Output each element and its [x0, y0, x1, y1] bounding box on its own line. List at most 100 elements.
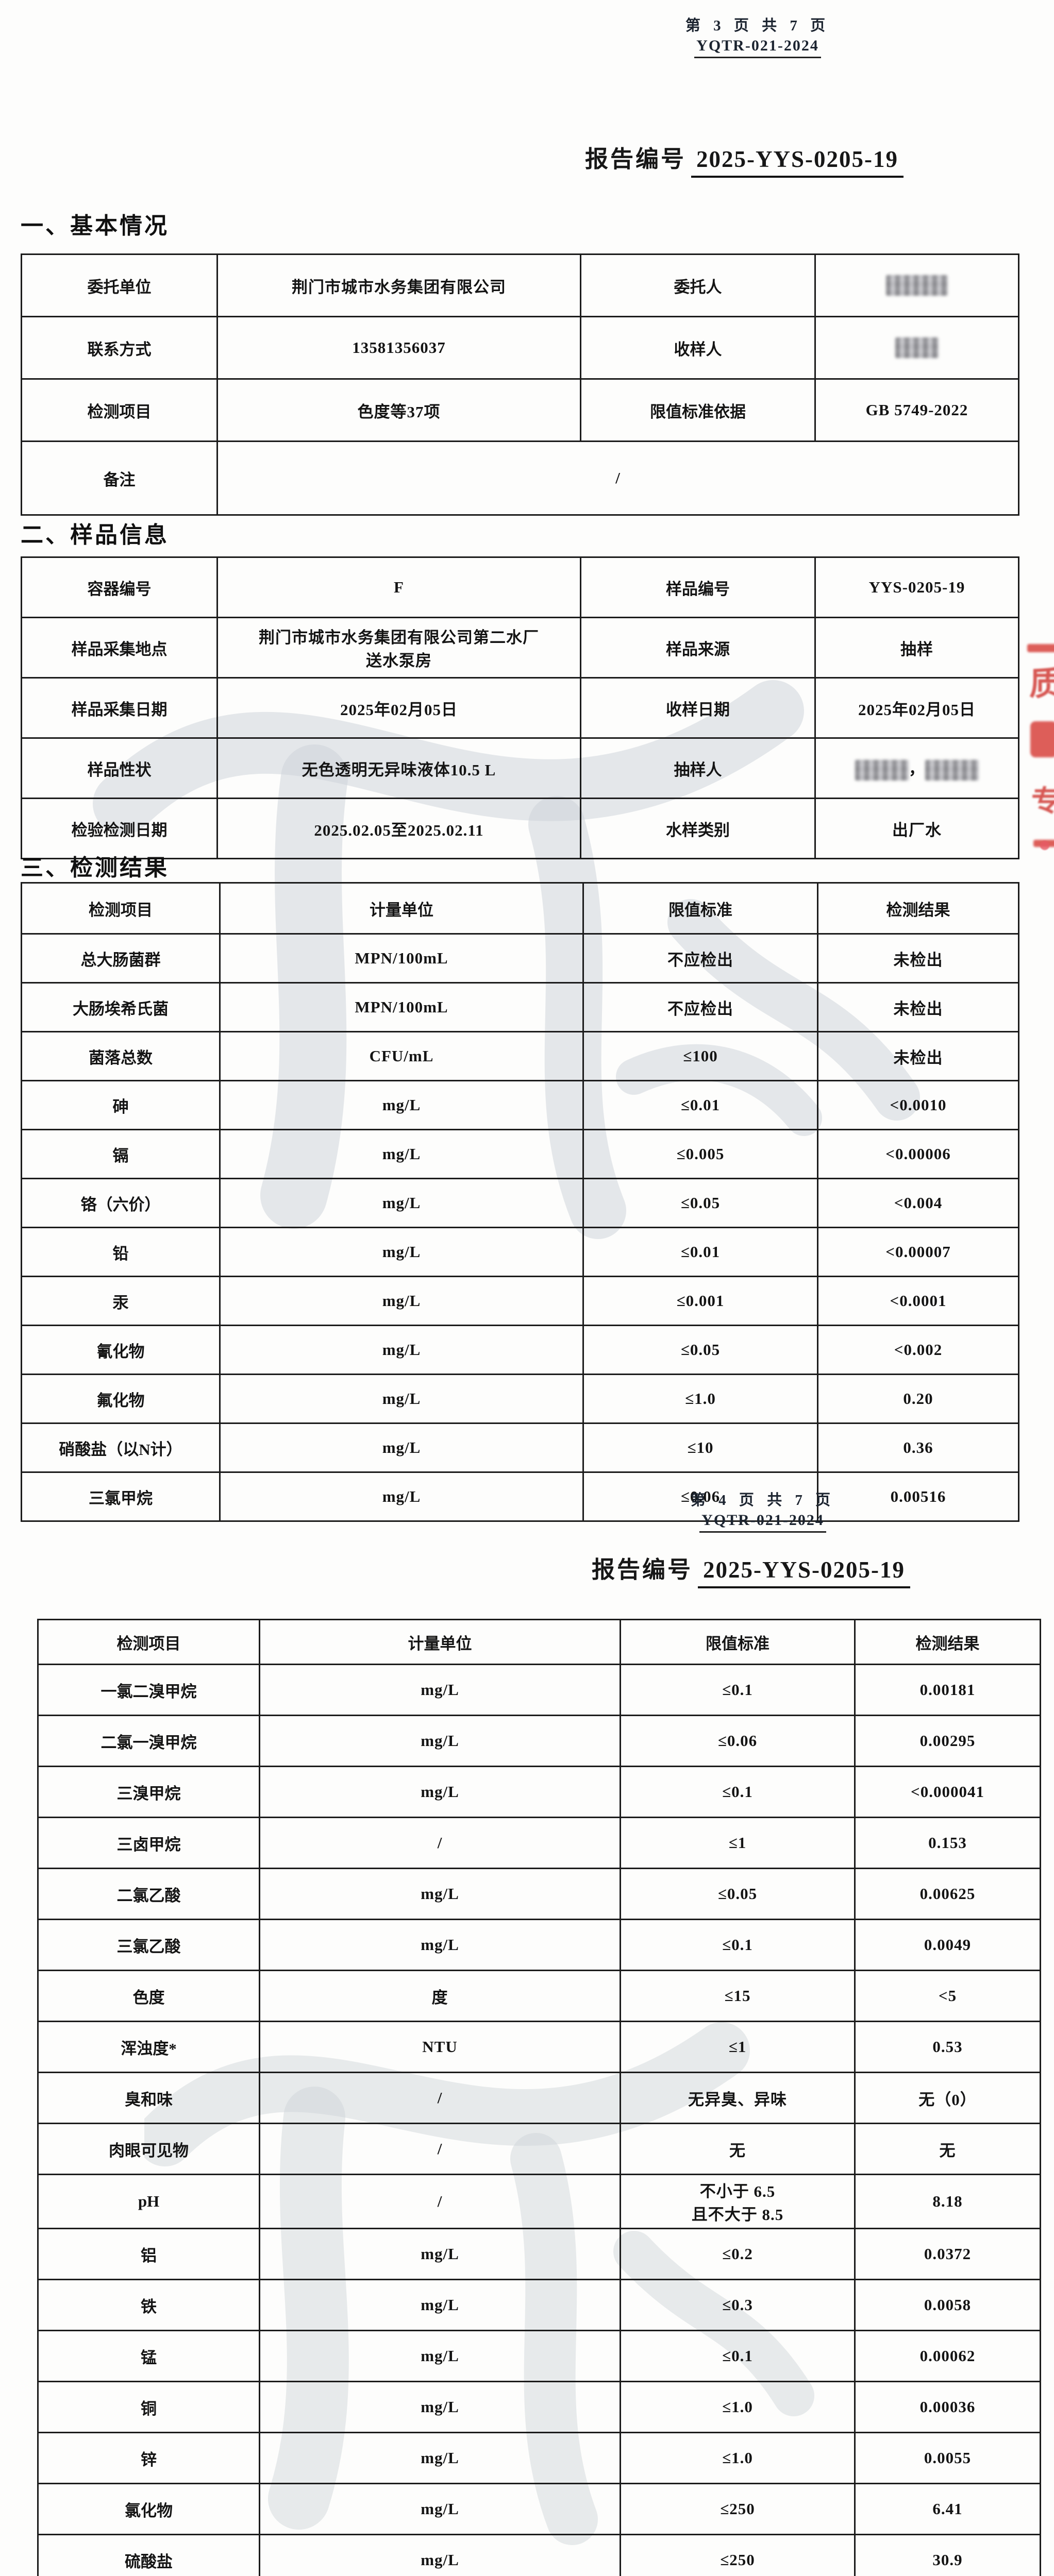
result-value: 0.00181 [854, 1664, 1041, 1716]
result-unit: mg/L [219, 1276, 584, 1326]
result-unit: mg/L [219, 1422, 584, 1473]
result-item-name: 浑浊度* [37, 2021, 260, 2073]
results-header-row: 检测项目 计量单位 限值标准 检测结果 [21, 882, 1019, 935]
result-unit: mg/L [259, 2381, 621, 2433]
result-limit: 不小于 6.5 且不大于 8.5 [620, 2174, 856, 2229]
section-title-results: 三、检测结果 [21, 855, 169, 880]
result-value: <5 [854, 1970, 1041, 2022]
result-value: <0.0001 [817, 1276, 1019, 1326]
result-limit: ≤0.1 [620, 1766, 856, 1818]
section-title-basic-info: 一、基本情况 [21, 213, 169, 239]
result-limit: ≤250 [620, 2534, 856, 2576]
result-item-name: 三卤甲烷 [37, 1817, 260, 1869]
result-value: 0.0058 [854, 2279, 1041, 2331]
result-limit: ≤0.05 [620, 1868, 856, 1920]
result-unit: mg/L [259, 1664, 621, 1716]
result-item-name: 一氯二溴甲烷 [37, 1664, 260, 1716]
result-unit: mg/L [259, 1868, 621, 1920]
result-limit: ≤10 [582, 1422, 818, 1473]
result-unit: mg/L [259, 1919, 621, 1971]
table-row: 备注 / [21, 440, 1019, 516]
result-item-name: 肉眼可见物 [37, 2123, 260, 2175]
kv-value: / [216, 440, 1019, 516]
result-row: 三氯甲烷 mg/L ≤0.06 0.00516 [21, 1471, 1019, 1522]
result-value: <0.000041 [854, 1766, 1041, 1818]
result-unit: CFU/mL [219, 1031, 584, 1081]
kv-value: F [216, 556, 581, 618]
result-limit: ≤0.3 [620, 2279, 856, 2331]
result-unit: mg/L [219, 1471, 584, 1522]
result-item-name: 二氯一溴甲烷 [37, 1715, 260, 1767]
col-header-item: 检测项目 [37, 1619, 260, 1665]
result-value: 0.36 [817, 1422, 1019, 1473]
result-row: 二氯一溴甲烷 mg/L ≤0.06 0.00295 [37, 1715, 1041, 1767]
result-unit: mg/L [259, 1766, 621, 1818]
result-item-name: 硫酸盐 [37, 2534, 260, 2576]
result-value: 6.41 [854, 2483, 1041, 2535]
result-limit: ≤0.001 [582, 1276, 818, 1326]
result-unit: / [259, 2072, 621, 2124]
result-item-name: 氟化物 [21, 1374, 221, 1424]
page3-header: 第 3 页 共 7 页 YQTR-021-2024 [665, 13, 850, 58]
result-value: 0.00516 [817, 1471, 1019, 1522]
kv-label: 检测项目 [21, 378, 218, 442]
result-item-name: 色度 [37, 1970, 260, 2022]
redaction-blur [855, 760, 909, 781]
result-item-name: 砷 [21, 1080, 221, 1130]
result-row: 浑浊度* NTU ≤1 0.53 [37, 2021, 1041, 2073]
result-item-name: 三氯乙酸 [37, 1919, 260, 1971]
kv-label: 限值标准依据 [580, 378, 816, 442]
result-unit: MPN/100mL [219, 982, 584, 1032]
result-row: 一氯二溴甲烷 mg/L ≤0.1 0.00181 [37, 1664, 1041, 1716]
result-row: 肉眼可见物 / 无 无 [37, 2123, 1041, 2175]
table-row: 样品采集地点 荆门市城市水务集团有限公司第二水厂 送水泵房 样品来源 抽样 [21, 617, 1019, 679]
result-value: 0.153 [854, 1817, 1041, 1869]
kv-value: 出厂水 [814, 798, 1019, 859]
col-header-unit: 计量单位 [219, 882, 584, 935]
result-item-name: 铬（六价） [21, 1178, 221, 1228]
kv-label: 委托单位 [21, 253, 218, 317]
result-limit: 无 [620, 2123, 856, 2175]
page3-report-no-line: 报告编号 2025-YYS-0205-19 [585, 140, 904, 178]
result-unit: mg/L [259, 2534, 621, 2576]
result-limit: ≤250 [620, 2483, 856, 2535]
result-row: 色度 度 ≤15 <5 [37, 1970, 1041, 2022]
result-row: 大肠埃希氏菌 MPN/100mL 不应检出 未检出 [21, 982, 1019, 1032]
results-table-page3: 检测项目 计量单位 限值标准 检测结果 总大肠菌群 MPN/100mL 不应检出… [21, 882, 1019, 1522]
result-limit: ≤1.0 [620, 2381, 856, 2433]
result-value: <0.0010 [817, 1080, 1019, 1130]
result-row: 氰化物 mg/L ≤0.05 <0.002 [21, 1325, 1019, 1375]
result-limit: ≤0.1 [620, 1919, 856, 1971]
result-unit: mg/L [259, 2432, 621, 2484]
result-row: 镉 mg/L ≤0.005 <0.00006 [21, 1129, 1019, 1179]
result-row: 菌落总数 CFU/mL ≤100 未检出 [21, 1031, 1019, 1081]
result-row: 汞 mg/L ≤0.001 <0.0001 [21, 1276, 1019, 1326]
result-item-name: 镉 [21, 1129, 221, 1179]
result-value: 未检出 [817, 933, 1019, 984]
kv-label: 备注 [21, 440, 218, 516]
table-row: 样品采集日期 2025年02月05日 收样日期 2025年02月05日 [21, 677, 1019, 739]
table-row: 检测项目 色度等37项 限值标准依据 GB 5749-2022 [21, 378, 1019, 442]
red-stamp-fragment: 质 专 [1023, 634, 1054, 866]
kv-value: 2025.02.05至2025.02.11 [216, 798, 581, 859]
page4-doc-code: YQTR-021-2024 [699, 1512, 826, 1533]
results-table-page4: 检测项目 计量单位 限值标准 检测结果 一氯二溴甲烷 mg/L ≤0.1 0.0… [37, 1619, 1041, 2576]
result-item-name: 锌 [37, 2432, 260, 2484]
kv-value: YYS-0205-19 [814, 556, 1019, 618]
report-no-value: 2025-YYS-0205-19 [691, 146, 904, 178]
result-item-name: 三溴甲烷 [37, 1766, 260, 1818]
result-limit: ≤0.005 [582, 1129, 818, 1179]
page3-page-number: 第 3 页 共 7 页 [685, 18, 830, 34]
result-value: 未检出 [817, 1031, 1019, 1081]
result-row: 二氯乙酸 mg/L ≤0.05 0.00625 [37, 1868, 1041, 1920]
result-unit: mg/L [259, 1715, 621, 1767]
result-row: 三氯乙酸 mg/L ≤0.1 0.0049 [37, 1919, 1041, 1971]
result-item-name: 汞 [21, 1276, 221, 1326]
result-unit: NTU [259, 2021, 621, 2073]
result-value: <0.00007 [817, 1227, 1019, 1277]
kv-value: 2025年02月05日 [814, 677, 1019, 739]
result-unit: mg/L [219, 1080, 584, 1130]
page4-header: 第 4 页 共 7 页 YQTR-021-2024 [670, 1488, 856, 1533]
table-row: 样品性状 无色透明无异味液体10.5 L 抽样人 ， [21, 737, 1019, 799]
kv-value: 抽样 [814, 617, 1019, 679]
